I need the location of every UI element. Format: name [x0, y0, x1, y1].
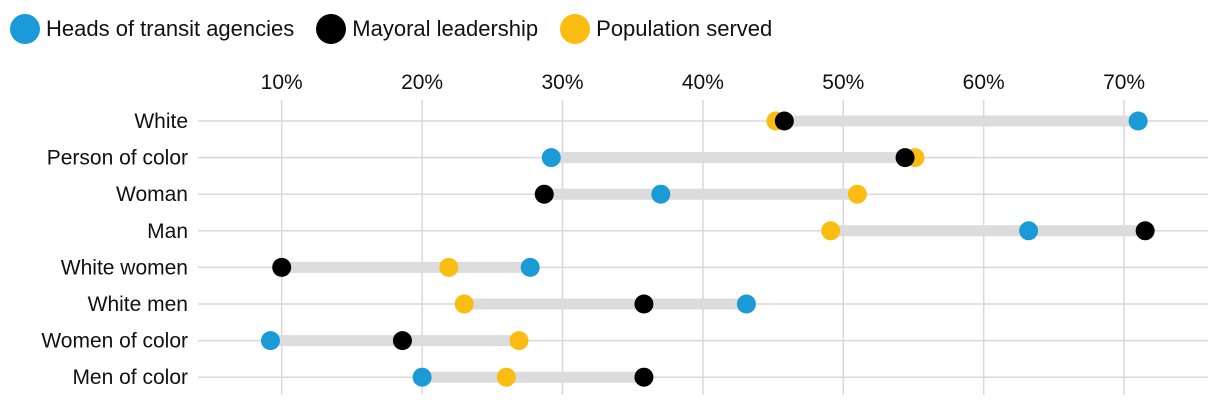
legend-swatch-population [560, 14, 591, 44]
point-heads-of-transit-agencies-men-of-color [412, 367, 432, 387]
point-heads-of-transit-agencies-man [1019, 221, 1039, 241]
category-label-women-of-color: Women of color [41, 330, 188, 353]
legend-swatch-mayoral [316, 14, 347, 44]
x-tick-label-20: 20% [401, 71, 443, 94]
point-population-served-woman [847, 184, 867, 204]
point-mayoral-leadership-man [1135, 221, 1155, 241]
x-tick-label-30: 30% [541, 71, 583, 94]
grid-lines [198, 100, 1208, 395]
x-tick-labels: 10% 20% 30% 40% 50% 60% 70% [261, 71, 1145, 94]
category-label-woman: Woman [116, 183, 188, 206]
category-label-person-of-color: Person of color [47, 147, 188, 170]
legend-label-transit-heads: Heads of transit agencies [46, 16, 295, 41]
point-population-served-men-of-color [496, 367, 516, 387]
category-label-man: Man [147, 220, 188, 243]
point-mayoral-leadership-woman [534, 184, 554, 204]
category-label-white: White [134, 110, 188, 133]
point-mayoral-leadership-men-of-color [634, 367, 654, 387]
point-mayoral-leadership-women-of-color [392, 331, 412, 351]
point-population-served-man [821, 221, 841, 241]
category-labels: White Person of color Woman Man White women W… [41, 110, 188, 389]
point-heads-of-transit-agencies-white [1128, 111, 1148, 131]
point-heads-of-transit-agencies-person-of-color [541, 148, 561, 168]
x-tick-label-70: 70% [1103, 71, 1145, 94]
legend-label-population: Population served [596, 16, 773, 41]
data-points [260, 111, 1155, 387]
category-label-white-men: White men [88, 293, 188, 316]
point-mayoral-leadership-white-men [634, 294, 654, 314]
legend-label-mayoral: Mayoral leadership [352, 16, 539, 41]
point-mayoral-leadership-person-of-color [895, 148, 915, 168]
point-population-served-white-men [454, 294, 474, 314]
point-mayoral-leadership-white [774, 111, 794, 131]
category-label-men-of-color: Men of color [72, 366, 188, 389]
x-tick-label-50: 50% [822, 71, 864, 94]
category-label-white-women: White women [61, 256, 188, 279]
legend-item-mayoral: Mayoral leadership [316, 14, 538, 44]
point-heads-of-transit-agencies-woman [651, 184, 671, 204]
legend-item-transit-heads: Heads of transit agencies [10, 14, 294, 44]
point-heads-of-transit-agencies-white-men [736, 294, 756, 314]
point-population-served-women-of-color [509, 331, 529, 351]
legend-item-population: Population served [560, 14, 772, 44]
point-mayoral-leadership-white-women [272, 257, 292, 277]
x-tick-label-60: 60% [963, 71, 1005, 94]
x-tick-label-10: 10% [261, 71, 303, 94]
point-heads-of-transit-agencies-women-of-color [260, 331, 280, 351]
legend: Heads of transit agencies Mayoral leader… [10, 12, 794, 46]
x-tick-label-40: 40% [682, 71, 724, 94]
point-population-served-white-women [439, 257, 459, 277]
point-heads-of-transit-agencies-white-women [520, 257, 540, 277]
legend-swatch-transit-heads [10, 14, 40, 44]
